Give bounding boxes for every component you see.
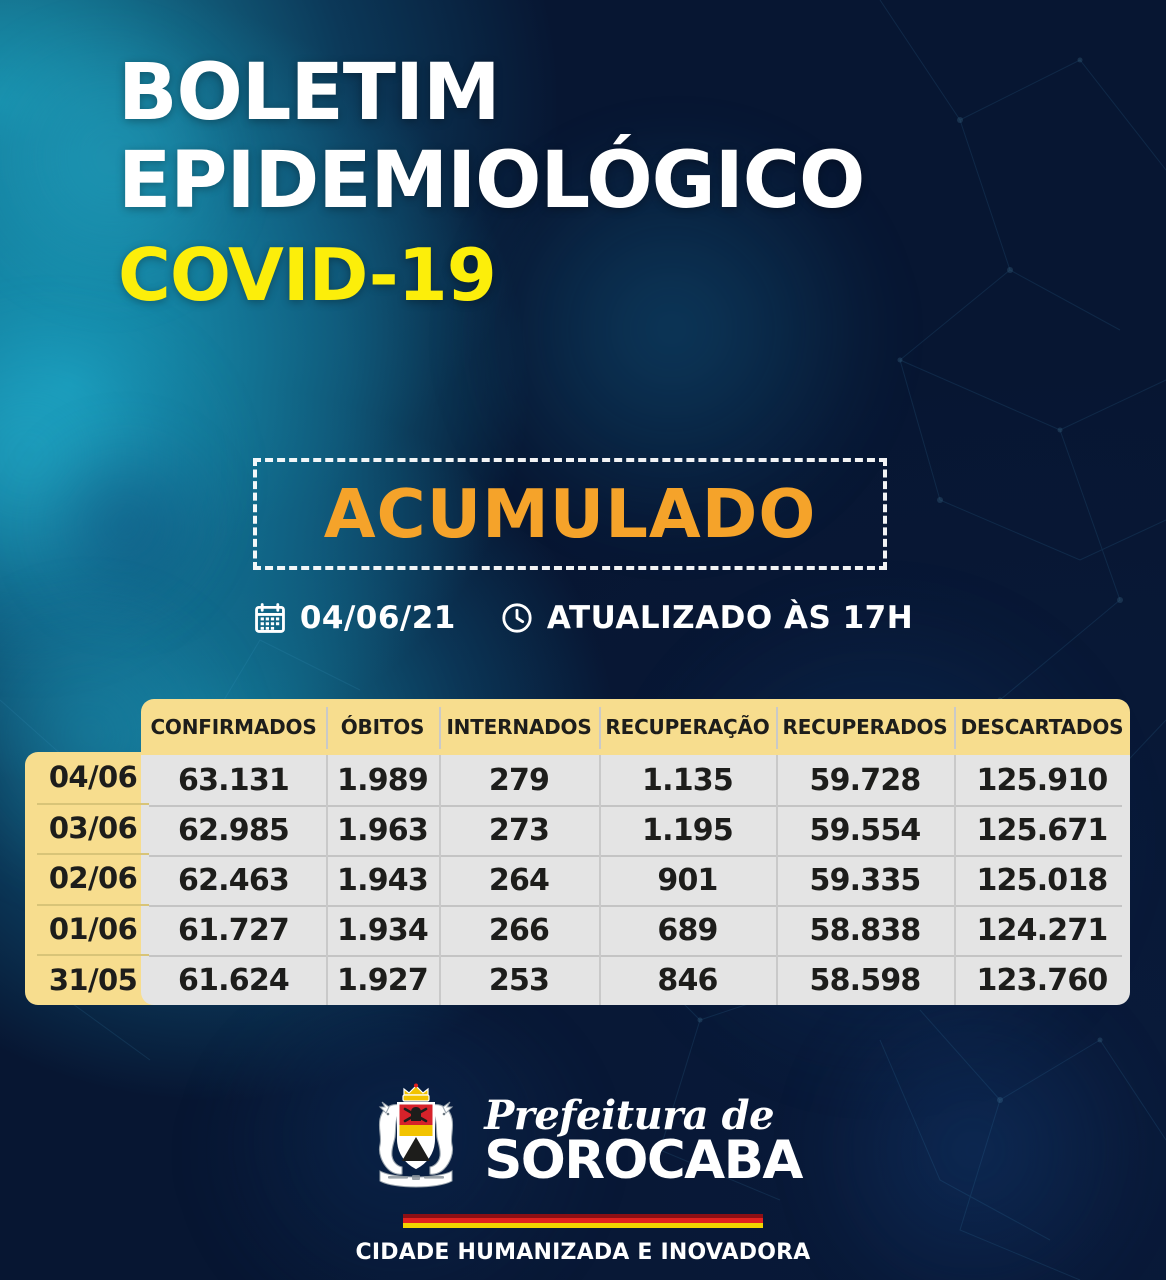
sorocaba-coat-of-arms-icon xyxy=(364,1083,468,1200)
row-date: 02/06 xyxy=(25,853,161,904)
table-row: 63.131 1.989 279 1.135 59.728 125.910 xyxy=(141,755,1130,805)
table-date-column: 04/06 03/06 02/06 01/06 31/05 xyxy=(25,752,161,1005)
footer-tagline: CIDADE HUMANIZADA E INOVADORA xyxy=(355,1240,811,1265)
datebar-date-text: 04/06/21 xyxy=(299,600,456,636)
cell-descartados: 123.760 xyxy=(954,955,1130,1005)
cell-obitos: 1.943 xyxy=(326,855,439,905)
table-row: 61.727 1.934 266 689 58.838 124.271 xyxy=(141,905,1130,955)
cell-confirmados: 61.727 xyxy=(178,912,290,948)
table-row: 61.624 1.927 253 846 58.598 123.760 xyxy=(141,955,1130,1005)
cell-internados: 264 xyxy=(439,855,599,905)
cell-recuperados: 58.598 xyxy=(776,955,954,1005)
column-header-recuperados: RECUPERADOS xyxy=(776,699,954,755)
page-title: BOLETIM EPIDEMIOLÓGICO COVID-19 xyxy=(118,48,1118,318)
column-header-internados: INTERNADOS xyxy=(439,699,599,755)
cell-recuperacao: 901 xyxy=(599,855,776,905)
table-header-row: CONFIRMADOS ÓBITOS INTERNADOS RECUPERAÇÃ… xyxy=(141,699,1130,755)
cell-recuperacao: 1.195 xyxy=(599,805,776,855)
footer: Prefeitura de SOROCABA CIDADE HUMANIZADA… xyxy=(0,1083,1166,1265)
cell-internados: 266 xyxy=(439,905,599,955)
cell-obitos: 1.989 xyxy=(326,755,439,805)
cell-descartados: 125.018 xyxy=(954,855,1130,905)
cell-descartados: 125.910 xyxy=(954,755,1130,805)
cell-obitos: 1.927 xyxy=(326,955,439,1005)
cell-internados: 253 xyxy=(439,955,599,1005)
cell-recuperados: 59.554 xyxy=(776,805,954,855)
table-body: 63.131 1.989 279 1.135 59.728 125.910 62… xyxy=(141,755,1130,1005)
row-date: 04/06 xyxy=(48,760,138,795)
cell-recuperados: 59.728 xyxy=(776,755,954,805)
cell-confirmados: 61.624 xyxy=(178,962,290,998)
cell-recuperacao: 1.135 xyxy=(599,755,776,805)
prefeitura-logo: Prefeitura de SOROCABA xyxy=(364,1083,803,1200)
cell-confirmados: 62.463 xyxy=(178,862,290,898)
table-row: 62.463 1.943 264 901 59.335 125.018 xyxy=(141,855,1130,905)
column-header-recuperacao: RECUPERAÇÃO xyxy=(599,699,776,755)
datebar: 04/06/21 ATUALIZADO ÀS 17H xyxy=(0,600,1166,636)
calendar-icon xyxy=(253,601,287,635)
cell-obitos: 1.963 xyxy=(326,805,439,855)
cell-recuperacao: 689 xyxy=(599,905,776,955)
prefeitura-logo-text: Prefeitura de SOROCABA xyxy=(484,1091,803,1191)
datebar-updated-group: ATUALIZADO ÀS 17H xyxy=(500,600,913,636)
column-header-descartados: DESCARTADOS xyxy=(954,699,1130,755)
row-date: 01/06 xyxy=(25,903,161,955)
cell-obitos: 1.934 xyxy=(326,905,439,955)
datebar-updated-text: ATUALIZADO ÀS 17H xyxy=(546,600,914,636)
table-date-column-background xyxy=(25,752,161,1005)
cell-confirmados: 63.131 xyxy=(178,762,290,798)
table-header-background xyxy=(141,699,1130,755)
status-badge: ACUMULADO xyxy=(253,458,887,570)
logo-line-sorocaba: SOROCABA xyxy=(484,1129,803,1191)
table-body-background xyxy=(141,755,1130,1005)
title-covid: COVID-19 xyxy=(118,233,497,318)
column-header-obitos: ÓBITOS xyxy=(326,699,439,755)
cell-recuperacao: 846 xyxy=(599,955,776,1005)
cell-internados: 273 xyxy=(439,805,599,855)
cell-internados: 279 xyxy=(439,755,599,805)
cell-descartados: 124.271 xyxy=(954,905,1130,955)
status-badge-label: ACUMULADO xyxy=(323,474,817,553)
row-date: 31/05 xyxy=(25,954,161,1005)
row-date: 03/06 xyxy=(25,802,161,854)
virus-blob-decoration xyxy=(30,430,220,620)
title-line-2: EPIDEMIOLÓGICO xyxy=(118,135,865,226)
logo-line-prefeitura: Prefeitura de xyxy=(484,1091,775,1139)
title-line-1: BOLETIM xyxy=(118,48,501,138)
column-header-confirmados: CONFIRMADOS xyxy=(150,715,317,739)
clock-icon xyxy=(500,601,534,635)
cell-recuperados: 59.335 xyxy=(776,855,954,905)
cell-descartados: 125.671 xyxy=(954,805,1130,855)
datebar-date-group: 04/06/21 xyxy=(253,600,456,636)
cell-confirmados: 62.985 xyxy=(178,812,290,848)
table-row: 62.985 1.963 273 1.195 59.554 125.671 xyxy=(141,805,1130,855)
cell-recuperados: 58.838 xyxy=(776,905,954,955)
tricolor-stripe xyxy=(403,1214,763,1228)
